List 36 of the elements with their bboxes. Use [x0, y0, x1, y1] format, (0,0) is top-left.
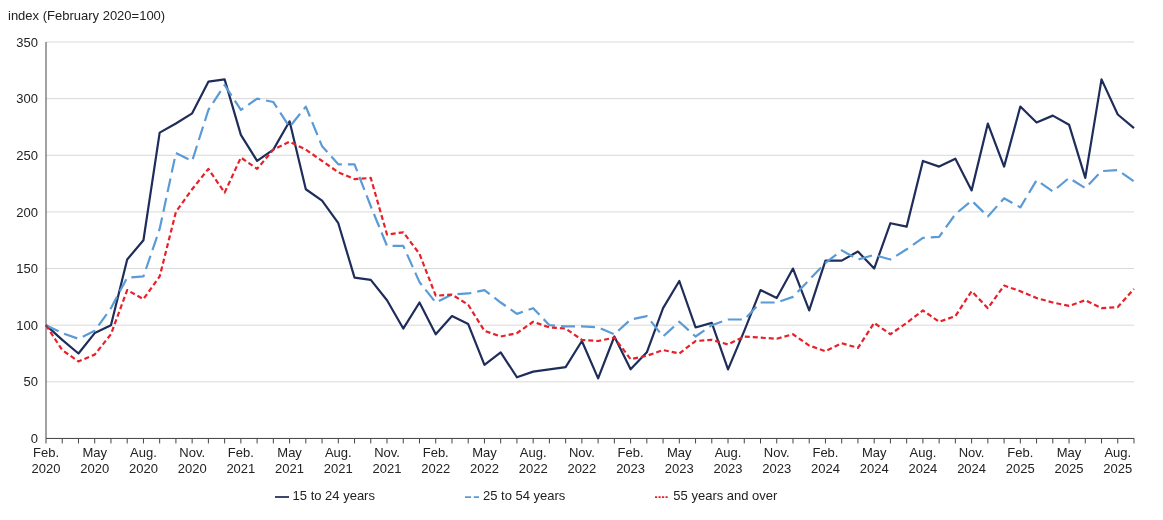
x-tick-label: May 2025: [1054, 445, 1084, 477]
x-tick-label: Nov. 2022: [567, 445, 597, 477]
y-tick-label: 300: [16, 91, 38, 107]
x-tick-label: Feb. 2025: [1005, 445, 1035, 477]
y-tick-label: 350: [16, 34, 38, 50]
x-tick-label: Feb. 2020: [31, 445, 61, 477]
x-tick-label: May 2021: [275, 445, 305, 477]
x-tick-label: May 2023: [664, 445, 694, 477]
x-tick-label: Feb. 2021: [226, 445, 256, 477]
y-tick-label: 0: [30, 431, 38, 447]
x-tick-label: May 2024: [859, 445, 889, 477]
y-tick-label: 150: [16, 261, 38, 277]
x-tick-label: Nov. 2020: [177, 445, 207, 477]
x-tick-label: Feb. 2022: [421, 445, 451, 477]
x-tick-label: Aug. 2022: [518, 445, 548, 477]
x-tick-label: May 2022: [469, 445, 499, 477]
x-tick-label: Feb. 2024: [811, 445, 840, 477]
x-tick-label: Nov. 2024: [957, 445, 987, 477]
y-tick-label: 250: [16, 147, 38, 163]
x-tick-label: Aug. 2021: [323, 445, 353, 477]
x-tick-label: Aug. 2023: [713, 445, 743, 477]
legend-label: 55 years and over: [673, 488, 778, 504]
y-tick-label: 200: [16, 204, 38, 220]
y-tick-label: 50: [23, 374, 38, 390]
x-tick-label: Aug. 2020: [128, 445, 158, 477]
x-tick-label: Aug. 2024: [908, 445, 938, 477]
x-tick-label: Aug. 2025: [1103, 445, 1133, 477]
line-series: [44, 140, 1136, 363]
x-tick-label: Nov. 2023: [762, 445, 792, 477]
x-tick-label: Nov. 2021: [372, 445, 402, 477]
y-tick-label: 100: [16, 317, 38, 333]
x-tick-label: May 2020: [80, 445, 110, 477]
y-axis-title: index (February 2020=100): [8, 8, 167, 25]
legend-label: 15 to 24 years: [292, 488, 375, 504]
legend-label: 25 to 54 years: [482, 488, 566, 504]
x-tick-label: Feb. 2023: [616, 445, 646, 477]
